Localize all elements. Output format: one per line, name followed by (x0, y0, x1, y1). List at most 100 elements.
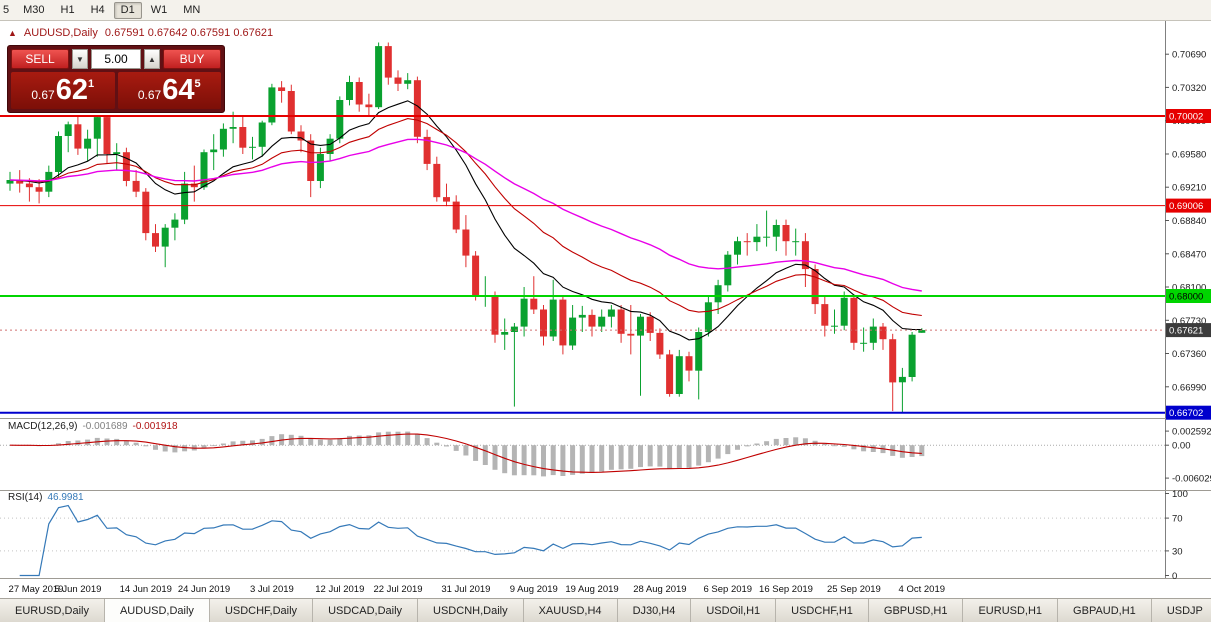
svg-text:0.002592: 0.002592 (1172, 427, 1211, 438)
svg-text:31 Jul 2019: 31 Jul 2019 (441, 584, 490, 595)
price-badge-0.66702 (1166, 405, 1211, 420)
svg-text:25 Sep 2019: 25 Sep 2019 (827, 584, 881, 595)
price-badge-0.69006 (1166, 198, 1211, 213)
bid-price-pipette: 1 (88, 77, 95, 90)
chart-region: 0.706900.703200.699500.695800.692100.688… (0, 21, 1211, 598)
chart-tab-usdchf-daily[interactable]: USDCHF,Daily (209, 599, 314, 622)
svg-text:4 Oct 2019: 4 Oct 2019 (899, 584, 945, 595)
ask-price-prefix: 0.67 (137, 88, 162, 102)
svg-text:0.00: 0.00 (1172, 441, 1191, 452)
ma-mid-red (9, 118, 922, 317)
timeframe-h4-button[interactable]: H4 (84, 2, 112, 19)
svg-text:0.70320: 0.70320 (1172, 83, 1206, 94)
chart-tab-xauusd-h4[interactable]: XAUUSD,H4 (523, 599, 618, 622)
svg-text:0: 0 (1172, 571, 1177, 582)
svg-text:28 Aug 2019: 28 Aug 2019 (633, 584, 686, 595)
bid-price-display: 0.67 62 1 (11, 72, 115, 109)
svg-text:0.68470: 0.68470 (1172, 249, 1206, 260)
svg-text:100: 100 (1172, 489, 1188, 500)
ma-slow-magenta (9, 138, 922, 292)
ask-price-pipette: 5 (194, 77, 201, 90)
one-click-panel-toggle-icon[interactable]: ▲ (8, 28, 17, 38)
svg-text:0.66702: 0.66702 (1169, 408, 1203, 419)
chart-ohlc-values: 0.67591 0.67642 0.67591 0.67621 (104, 27, 274, 39)
chart-tab-usdcnh-daily[interactable]: USDCNH,Daily (418, 599, 524, 622)
svg-text:0.69210: 0.69210 (1172, 183, 1206, 194)
chart-canvas[interactable]: 0.706900.703200.699500.695800.692100.688… (0, 21, 1211, 598)
volume-increase-icon[interactable]: ▲ (144, 49, 160, 69)
chart-title: ▲ AUDUSD,Daily 0.67591 0.67642 0.67591 0… (8, 27, 273, 39)
timeframe-w1-button[interactable]: W1 (144, 2, 175, 19)
chart-tab-usdcad-daily[interactable]: USDCAD,Daily (313, 599, 419, 622)
timeframe-h1-button[interactable]: H1 (54, 2, 82, 19)
axes-layer: 0.706900.703200.699500.695800.692100.688… (0, 21, 1211, 582)
sell-button[interactable]: SELL (11, 49, 69, 69)
buy-button[interactable]: BUY (163, 49, 221, 69)
svg-text:0.66990: 0.66990 (1172, 382, 1206, 393)
svg-text:6 Sep 2019: 6 Sep 2019 (703, 584, 752, 595)
svg-text:27 May 2019: 27 May 2019 (9, 584, 64, 595)
svg-text:0.67621: 0.67621 (1169, 326, 1203, 337)
ask-price-big-digits: 64 (162, 74, 195, 106)
chart-tab-gbpusd-h1[interactable]: GBPUSD,H1 (868, 599, 964, 622)
svg-text:16 Sep 2019: 16 Sep 2019 (759, 584, 813, 595)
svg-text:3 Jul 2019: 3 Jul 2019 (250, 584, 294, 595)
timeframe-m30-button[interactable]: M30 (16, 2, 51, 19)
svg-text:0.68100: 0.68100 (1172, 283, 1206, 294)
svg-text:0.70002: 0.70002 (1169, 112, 1203, 123)
rsi-name: RSI(14) (8, 492, 43, 503)
bid-price-big-digits: 62 (55, 74, 88, 106)
svg-text:0.70690: 0.70690 (1172, 50, 1206, 61)
svg-text:-0.006029: -0.006029 (1172, 474, 1211, 485)
macd-signal-value: -0.001918 (132, 421, 178, 432)
svg-text:5 Jun 2019: 5 Jun 2019 (54, 584, 101, 595)
volume-decrease-icon[interactable]: ▼ (72, 49, 88, 69)
svg-text:0.68840: 0.68840 (1172, 216, 1206, 227)
volume-input[interactable] (91, 49, 141, 69)
macd-layer (0, 431, 1165, 477)
svg-text:22 Jul 2019: 22 Jul 2019 (373, 584, 422, 595)
svg-text:24 Jun 2019: 24 Jun 2019 (178, 584, 230, 595)
candles-layer (6, 42, 926, 413)
chart-tab-eurusd-daily[interactable]: EURUSD,Daily (0, 599, 105, 622)
timeframe-mn-button[interactable]: MN (176, 2, 207, 19)
chart-symbol-label: AUDUSD,Daily (23, 27, 98, 39)
svg-text:9 Aug 2019: 9 Aug 2019 (510, 584, 558, 595)
rsi-value: 46.9981 (47, 492, 84, 503)
timeframe-toolbar: 5 M30 H1 H4 D1 W1 MN (0, 0, 1211, 21)
svg-text:0.68000: 0.68000 (1169, 292, 1203, 303)
price-badge-0.67621 (1166, 323, 1211, 338)
macd-indicator-label: MACD(12,26,9) -0.001689 -0.001918 (8, 421, 178, 432)
ask-price-display: 0.67 64 5 (117, 72, 221, 109)
chart-tabbar: EURUSD,Daily AUDUSD,Daily USDCHF,Daily U… (0, 598, 1211, 622)
chart-tab-dj30-h4[interactable]: DJ30,H4 (617, 599, 692, 622)
chart-tab-eurusd-h1[interactable]: EURUSD,H1 (963, 599, 1059, 622)
chart-tab-audusd-daily[interactable]: AUDUSD,Daily (104, 599, 210, 622)
svg-text:0.67730: 0.67730 (1172, 316, 1206, 327)
svg-text:70: 70 (1172, 514, 1183, 525)
one-click-trading-panel: SELL ▼ ▲ BUY 0.67 62 1 0.67 64 5 (7, 45, 225, 113)
moving-averages-layer (9, 100, 922, 341)
chart-tab-usdchf-h1[interactable]: USDCHF,H1 (776, 599, 869, 622)
svg-text:0.69580: 0.69580 (1172, 150, 1206, 161)
svg-text:14 Jun 2019: 14 Jun 2019 (120, 584, 172, 595)
price-badge-0.68000 (1166, 289, 1211, 303)
macd-main-value: -0.001689 (82, 421, 128, 432)
svg-text:0.69006: 0.69006 (1169, 201, 1203, 212)
svg-text:19 Aug 2019: 19 Aug 2019 (565, 584, 618, 595)
rsi-layer (0, 504, 1165, 577)
rsi-indicator-label: RSI(14) 46.9981 (8, 492, 84, 503)
chart-tab-gbpaud-h1[interactable]: GBPAUD,H1 (1058, 599, 1152, 622)
price-badge-0.70002 (1166, 109, 1211, 123)
macd-name: MACD(12,26,9) (8, 421, 78, 432)
svg-text:12 Jul 2019: 12 Jul 2019 (315, 584, 364, 595)
timeframe-d1-button[interactable]: D1 (113, 1, 142, 19)
chart-tab-usdoil-h1[interactable]: USDOil,H1 (691, 599, 777, 622)
timeframe-m5-button[interactable]: 5 (0, 2, 14, 19)
bid-price-prefix: 0.67 (31, 88, 55, 102)
ma-fast-black (9, 100, 922, 341)
levels-layer (0, 115, 1165, 414)
svg-text:30: 30 (1172, 546, 1183, 557)
chart-tab-usdjpy[interactable]: USDJP (1151, 599, 1211, 622)
